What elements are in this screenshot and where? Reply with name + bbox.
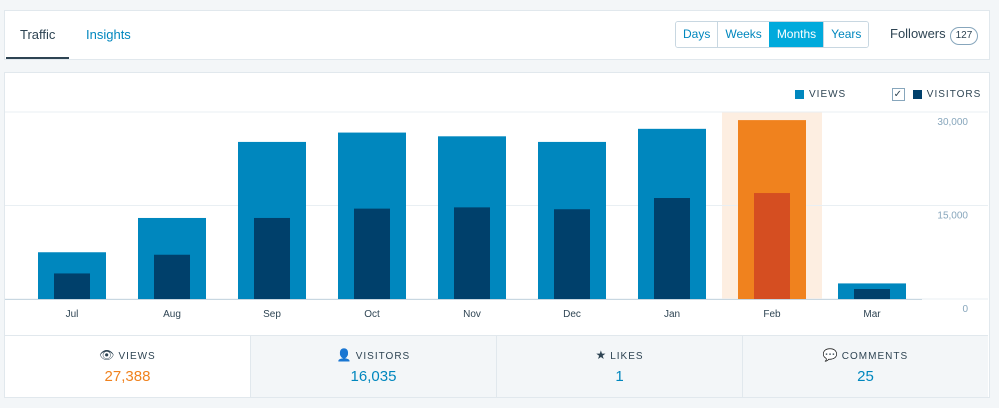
visitors-bar <box>154 254 190 299</box>
stat-visitors-value: 16,035 <box>350 368 397 385</box>
period-selector: Days Weeks Months Years <box>675 21 870 48</box>
period-weeks-button[interactable]: Weeks <box>717 22 769 47</box>
y-tick-label: 15,000 <box>937 211 968 222</box>
period-years-button[interactable]: Years <box>823 22 869 47</box>
tab-traffic[interactable]: Traffic <box>6 11 70 59</box>
period-months-button[interactable]: Months <box>768 22 824 47</box>
x-tick-label: Oct <box>364 309 380 320</box>
followers-label: Followers <box>890 26 946 41</box>
x-tick-label: Nov <box>463 309 481 320</box>
stat-likes[interactable]: ★ LIKES 1 <box>496 336 742 397</box>
traffic-bar-chart: 0 15,000 30,000 Jul Aug Sep Oct Nov Dec Jan Feb Mar <box>5 111 988 320</box>
visitors-checkbox[interactable]: ✓ <box>891 88 905 101</box>
stats-header: Traffic Insights Days Weeks Months Years… <box>4 10 990 60</box>
legend-visitors-label: VISITORS <box>926 89 982 101</box>
views-swatch <box>795 90 804 99</box>
stat-likes-value: 1 <box>615 368 624 385</box>
visitors-bar <box>554 209 590 299</box>
visitors-bar <box>654 198 690 299</box>
period-days-button[interactable]: Days <box>676 22 718 47</box>
visitors-bar <box>754 193 790 299</box>
y-tick-label: 0 <box>962 304 968 315</box>
stat-comments-label: COMMENTS <box>841 351 909 362</box>
x-tick-label: Dec <box>563 309 581 320</box>
stat-visitors[interactable]: 👤 VISITORS 16,035 <box>250 336 496 397</box>
stat-visitors-label: VISITORS <box>355 351 411 362</box>
followers-count-badge: 127 <box>949 27 979 45</box>
eye-icon: 👁 <box>99 348 115 362</box>
comment-icon: 💬 <box>822 348 838 362</box>
y-tick-label: 30,000 <box>937 117 968 128</box>
x-tick-label: Jan <box>664 309 680 320</box>
star-icon: ★ <box>595 348 607 362</box>
chart-legend: VIEWS ✓ VISITORS <box>795 88 981 102</box>
person-icon: 👤 <box>336 348 352 362</box>
tab-insights[interactable]: Insights <box>86 27 131 42</box>
stats-summary: 👁 VIEWS 27,388 👤 VISITORS 16,035 ★ LIKES 1 … <box>5 335 988 397</box>
visitors-bar <box>454 207 490 299</box>
visitors-bar <box>254 217 290 299</box>
x-tick-label: Feb <box>763 309 781 320</box>
visitors-bar <box>354 208 390 299</box>
visitors-bar <box>854 289 890 299</box>
x-tick-label: Aug <box>163 309 181 320</box>
legend-views-label: VIEWS <box>809 89 847 101</box>
stat-likes-label: LIKES <box>610 351 644 362</box>
stat-views-label: VIEWS <box>118 351 156 362</box>
x-tick-label: Sep <box>263 309 281 320</box>
stat-views[interactable]: 👁 VIEWS 27,388 <box>5 336 250 397</box>
x-tick-label: Jul <box>66 309 79 320</box>
stat-comments-value: 25 <box>857 368 874 385</box>
visitors-swatch <box>912 90 922 99</box>
followers-link[interactable]: Followers 127 <box>890 21 979 46</box>
x-tick-label: Mar <box>863 309 881 320</box>
stat-comments[interactable]: 💬 COMMENTS 25 <box>742 336 988 397</box>
visitors-bar <box>54 273 90 299</box>
stat-views-value: 27,388 <box>104 368 151 385</box>
